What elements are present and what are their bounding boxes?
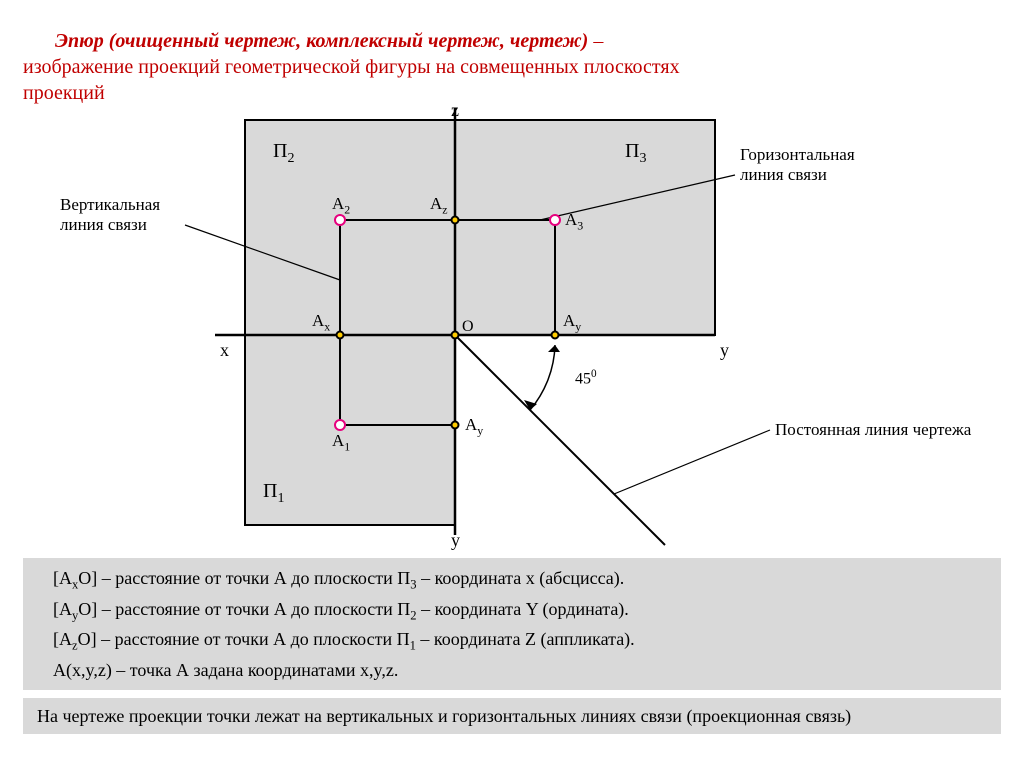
axis-y-down: y: [451, 530, 460, 551]
lbl-Az: Az: [430, 194, 448, 217]
pt-A1: [335, 420, 345, 430]
note-line: [AхО] – расстояние от точки А до плоскос…: [53, 564, 971, 595]
plane-p1: П1: [263, 480, 284, 507]
pt-Ayr: [552, 332, 559, 339]
leader-const: [614, 430, 770, 494]
callout-vert: Вертикальная линия связи: [60, 195, 160, 236]
origin-label: О: [462, 318, 474, 336]
axis-z: z: [451, 100, 459, 121]
pt-Az: [452, 217, 459, 224]
angle-45: 450: [575, 368, 597, 388]
pt-O: [452, 332, 459, 339]
lbl-A3: A3: [565, 210, 583, 233]
pt-A3: [550, 215, 560, 225]
pt-Ax: [337, 332, 344, 339]
notes-box: [AхО] – расстояние от точки А до плоскос…: [23, 558, 1001, 690]
pt-Ayd: [452, 422, 459, 429]
callout-const: Постоянная линия чертежа: [775, 420, 971, 440]
lbl-Ayd: Ay: [465, 415, 483, 438]
note-line: [AzО] – расстояние от точки А до плоскос…: [53, 625, 971, 656]
axis-x: x: [220, 340, 229, 361]
plane-p3: [455, 120, 715, 335]
diagram-svg: [0, 0, 1024, 560]
note-line: [AyО] – расстояние от точки А до плоскос…: [53, 595, 971, 626]
lbl-Ax: Ax: [312, 311, 330, 334]
plane-p2: П2: [273, 140, 294, 167]
plane-p3: П3: [625, 140, 646, 167]
constant-line: [455, 335, 665, 545]
lbl-A2: A2: [332, 194, 350, 217]
angle-arc: [530, 345, 555, 410]
lbl-A1: A1: [332, 431, 350, 454]
axis-y-right: y: [720, 340, 729, 361]
footer-box: На чертеже проекции точки лежат на верти…: [23, 698, 1001, 734]
note-line: А(x,y,z) – точка А задана координатами x…: [53, 656, 971, 685]
callout-horiz: Горизонтальная линия связи: [740, 145, 855, 186]
lbl-Ayr: Ay: [563, 311, 581, 334]
